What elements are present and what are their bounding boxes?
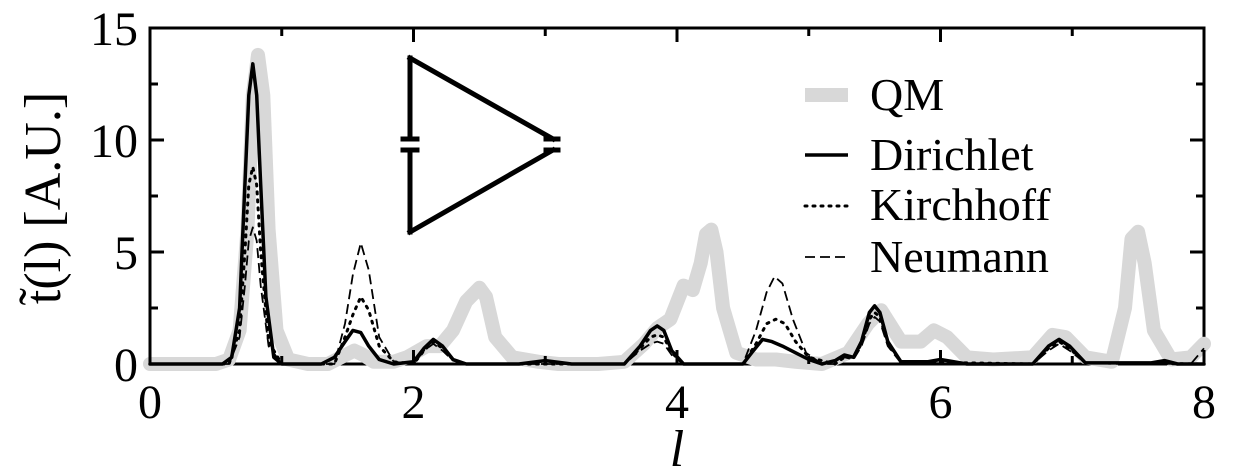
x-tick-label: 8 bbox=[1192, 376, 1216, 429]
legend: QM Dirichlet Kirchhoff Neumann bbox=[803, 69, 1051, 282]
legend-label-qm: QM bbox=[870, 69, 944, 120]
series-layer bbox=[143, 47, 1211, 371]
x-tick-label: 4 bbox=[665, 376, 689, 429]
y-tick-label: 10 bbox=[90, 115, 138, 168]
y-axis-title: t̃(l) [A.U.] bbox=[15, 92, 72, 306]
legend-label-neumann: Neumann bbox=[870, 231, 1049, 282]
x-axis-title: l bbox=[670, 421, 684, 472]
x-tick-label: 0 bbox=[138, 376, 162, 429]
series-line-kirchhoff bbox=[148, 165, 1206, 366]
triangle-graph-icon bbox=[400, 54, 561, 236]
x-tick-label: 6 bbox=[929, 376, 953, 429]
legend-label-dirichlet: Dirichlet bbox=[870, 129, 1034, 180]
y-tick-label: 15 bbox=[90, 3, 138, 56]
series-line-neumann bbox=[150, 226, 1205, 365]
y-tick-label: 5 bbox=[114, 227, 138, 280]
series-line-dirichlet bbox=[148, 62, 1206, 366]
tick-layer: 0 2 4 6 8 0 5 10 15 bbox=[90, 3, 1216, 429]
x-tick-label: 2 bbox=[402, 376, 426, 429]
legend-label-kirchhoff: Kirchhoff bbox=[870, 179, 1051, 230]
y-tick-label: 0 bbox=[114, 339, 138, 392]
